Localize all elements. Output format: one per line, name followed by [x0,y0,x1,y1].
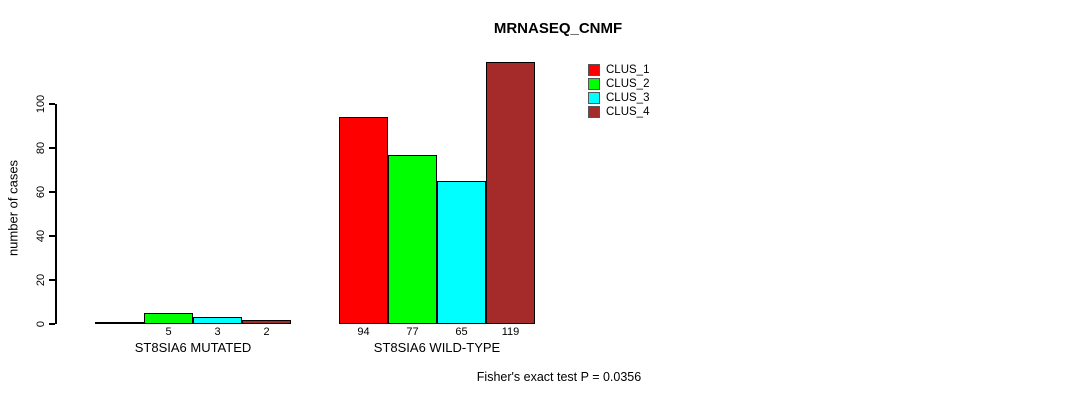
legend-label: CLUS_4 [606,106,650,118]
y-axis-tick-label: 40 [35,229,47,243]
y-axis-tick [49,279,55,281]
bar-value-label: 119 [501,326,520,338]
y-axis-tick-label: 80 [35,141,47,155]
y-axis-line [55,104,57,324]
bar-value-label: 77 [406,326,419,338]
y-axis-tick [49,103,55,105]
bar-value-label: 2 [263,326,270,338]
bar-clus_1-st8sia6-wild-type [339,117,388,324]
legend-label: CLUS_1 [606,64,650,76]
bar-value-label: 5 [165,326,172,338]
bar-clus_3-st8sia6-mutated [193,317,242,324]
bar-clus_1-st8sia6-mutated [95,322,144,324]
legend-swatch-icon [588,92,600,104]
legend: CLUS_1 CLUS_2 CLUS_3 CLUS_4 [588,63,649,119]
bar-clus_2-st8sia6-mutated [144,313,193,324]
bar-clus_2-st8sia6-wild-type [388,155,437,324]
legend-label: CLUS_3 [606,92,650,104]
y-axis-tick [49,323,55,325]
legend-swatch-icon [588,106,600,118]
y-axis-tick [49,191,55,193]
legend-item-clus_4: CLUS_4 [588,105,649,119]
bar-clus_3-st8sia6-wild-type [437,181,486,324]
bar-clus_4-st8sia6-mutated [242,320,291,324]
bar-value-label: 94 [357,326,370,338]
bar-value-label: 3 [214,326,221,338]
y-axis-tick [49,235,55,237]
category-label-st8sia6-mutated: ST8SIA6 MUTATED [134,340,252,355]
legend-item-clus_1: CLUS_1 [588,63,649,77]
bar-value-label: 65 [455,326,468,338]
pvalue-annotation: Fisher's exact test P = 0.0356 [476,370,642,384]
legend-swatch-icon [588,64,600,76]
bar-clus_4-st8sia6-wild-type [486,62,535,324]
legend-item-clus_3: CLUS_3 [588,91,649,105]
legend-swatch-icon [588,78,600,90]
y-axis-tick-label: 60 [35,185,47,199]
category-label-st8sia6-wild-type: ST8SIA6 WILD-TYPE [373,340,501,355]
y-axis-tick [49,147,55,149]
y-axis-tick-label: 0 [35,320,47,328]
y-axis-tick-label: 100 [35,94,47,114]
y-axis-tick-label: 20 [35,273,47,287]
chart-title: MRNASEQ_CNMF [493,20,623,37]
legend-item-clus_2: CLUS_2 [588,77,649,91]
legend-label: CLUS_2 [606,78,650,90]
